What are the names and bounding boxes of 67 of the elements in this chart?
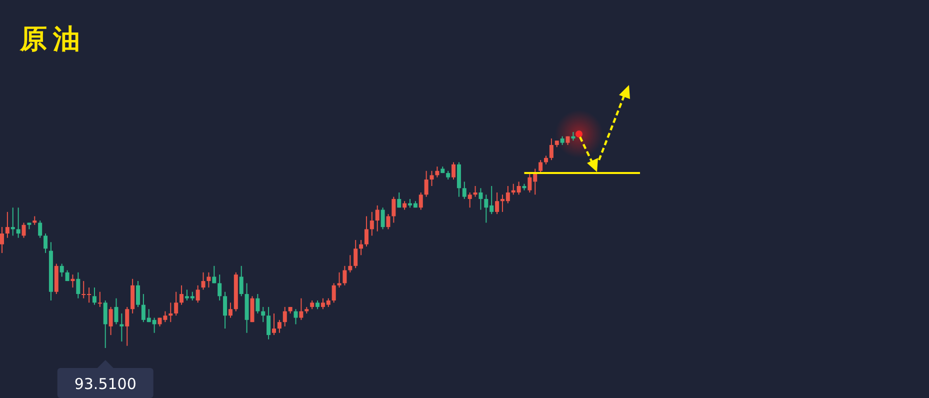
candlestick	[549, 138, 554, 161]
candlestick	[332, 282, 336, 304]
candlestick	[456, 162, 461, 198]
candlestick	[272, 312, 276, 336]
candlestick	[10, 207, 15, 236]
candlestick	[98, 291, 102, 308]
candlestick	[218, 274, 222, 301]
candlestick	[266, 306, 271, 340]
candlestick	[418, 192, 423, 210]
candlestick	[261, 306, 266, 323]
candlestick	[359, 240, 364, 256]
candlestick	[16, 207, 20, 238]
candlestick	[130, 278, 135, 314]
candlestick	[375, 204, 380, 232]
candlestick	[473, 186, 478, 198]
candlestick	[380, 207, 385, 230]
candlestick	[299, 298, 304, 320]
candlestick	[60, 263, 64, 278]
candlestick	[478, 188, 483, 210]
candlestick	[38, 220, 42, 238]
candlestick	[239, 265, 244, 297]
candlestick	[22, 222, 26, 238]
candlestick	[354, 240, 358, 269]
candlestick	[223, 291, 228, 330]
candlestick	[114, 298, 118, 325]
candlestick	[337, 272, 342, 288]
candlestick	[256, 294, 260, 314]
candlestick	[196, 284, 200, 304]
candlestick	[174, 291, 178, 316]
candlestick	[538, 160, 543, 174]
candlestick	[348, 254, 352, 273]
candlestick	[282, 306, 287, 327]
candlestick	[103, 300, 108, 348]
candlestick	[70, 274, 75, 288]
candlestick	[92, 287, 96, 306]
candlestick	[136, 280, 140, 308]
candlestick	[206, 272, 211, 288]
candlestick	[108, 306, 113, 336]
annotation: 93.5100	[74, 375, 136, 393]
candlestick	[468, 192, 472, 208]
candlestick	[342, 265, 347, 286]
chart-title: 原油	[19, 24, 86, 55]
candlestick	[228, 302, 232, 318]
candlestick	[430, 170, 434, 186]
candlestick	[397, 192, 402, 208]
candlestick	[180, 284, 184, 306]
candlestick	[424, 170, 428, 198]
candlestick	[168, 302, 173, 323]
candlestick	[44, 233, 48, 254]
candlestick	[364, 216, 368, 247]
candlestick	[120, 312, 124, 342]
candlestick	[294, 308, 298, 325]
candlestick	[212, 265, 216, 284]
candlestick	[435, 166, 440, 178]
candlestick	[201, 272, 206, 290]
candlestick	[250, 296, 254, 323]
candlestick	[392, 196, 396, 224]
candlestick	[277, 319, 282, 334]
candlestick	[5, 211, 10, 238]
candlestick	[125, 306, 130, 346]
candlestick	[76, 272, 80, 299]
candlestick	[0, 226, 4, 254]
candlestick	[462, 181, 466, 200]
candlestick	[386, 214, 390, 230]
candlestick	[495, 192, 500, 215]
candlestick	[370, 211, 374, 236]
candlestick	[452, 162, 456, 180]
